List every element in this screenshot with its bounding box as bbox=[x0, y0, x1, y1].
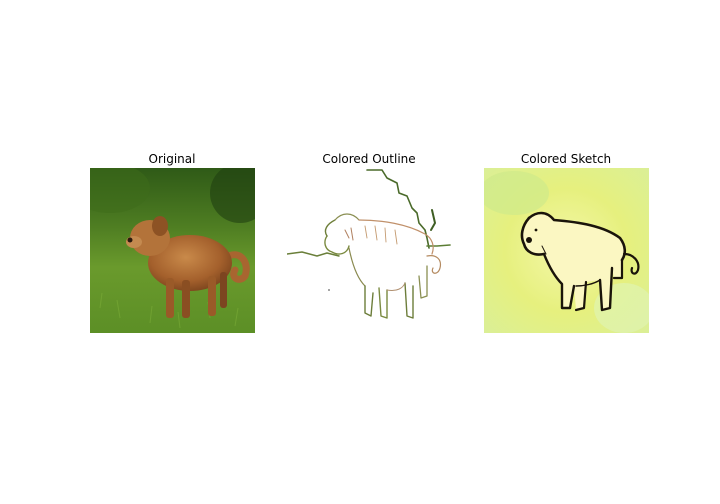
panel-title-colored-outline: Colored Outline bbox=[322, 152, 416, 166]
panel-title-colored-sketch: Colored Sketch bbox=[520, 152, 612, 166]
original-image bbox=[90, 168, 255, 333]
colored-sketch-image bbox=[484, 168, 649, 333]
colored-outline-image bbox=[287, 168, 452, 333]
panel-title-original: Original bbox=[148, 152, 196, 166]
